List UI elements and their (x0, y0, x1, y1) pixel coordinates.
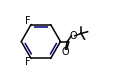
Text: O: O (69, 31, 76, 41)
Text: F: F (25, 16, 30, 26)
Text: F: F (25, 57, 30, 67)
Text: O: O (61, 47, 68, 57)
